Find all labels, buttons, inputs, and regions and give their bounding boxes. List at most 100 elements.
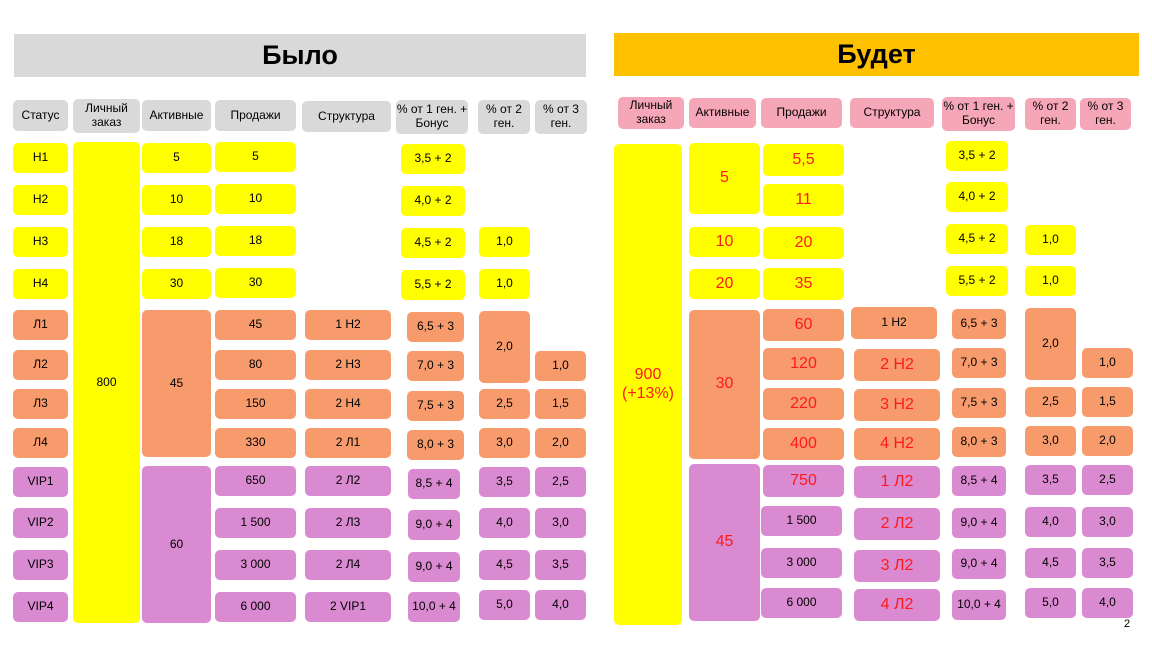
right-header-gen2: % от 2 ген. [1025, 98, 1076, 130]
left-gen1-h4: 5,5 + 2 [401, 270, 465, 300]
left-gen3-vip2: 3,0 [535, 508, 586, 538]
left-structure-l2: 2 Н3 [305, 350, 391, 380]
left-header-gen3: % от 3 ген. [535, 100, 587, 134]
right-gen1-l4: 8,0 + 3 [952, 427, 1006, 457]
right-gen1-vip4: 10,0 + 4 [952, 590, 1006, 620]
right-personal-order-percent: (+13%) [621, 384, 675, 402]
left-gen1-vip3: 9,0 + 4 [408, 552, 460, 582]
left-status-l2: Л2 [13, 350, 68, 380]
right-gen3-l4: 2,0 [1082, 426, 1133, 456]
left-active-h4: 30 [142, 269, 211, 299]
left-gen3-l3: 1,5 [535, 389, 586, 419]
right-gen2-vip1: 3,5 [1025, 465, 1076, 495]
right-gen1-h1: 3,5 + 2 [946, 141, 1008, 171]
right-gen3-vip1: 2,5 [1082, 465, 1133, 495]
right-sales-vip4: 6 000 [761, 588, 842, 618]
left-structure-vip3: 2 Л4 [305, 550, 391, 580]
left-gen2-l1-l2: 2,0 [479, 311, 530, 383]
left-sales-h3: 18 [215, 226, 296, 256]
right-gen2-vip2: 4,0 [1025, 507, 1076, 537]
left-status-vip3: VIP3 [13, 550, 68, 580]
title-before: Было [262, 40, 338, 70]
left-sales-l2: 80 [215, 350, 296, 380]
left-gen1-l1: 6,5 + 3 [407, 312, 464, 342]
left-structure-l4: 2 Л1 [305, 428, 391, 458]
left-structure-l1: 1 Н2 [305, 310, 391, 340]
right-gen1-l1: 6,5 + 3 [952, 309, 1006, 339]
right-header-gen1: % от 1 ген. + Бонус [942, 97, 1015, 131]
left-gen1-l2: 7,0 + 3 [407, 351, 464, 381]
left-gen2-vip3: 4,5 [479, 550, 530, 580]
left-sales-vip2: 1 500 [215, 508, 296, 538]
right-structure-l4: 4 Н2 [854, 428, 940, 460]
left-sales-h2: 10 [215, 184, 296, 214]
left-header-active: Активные [142, 100, 211, 131]
left-status-h3: Н3 [13, 227, 68, 257]
left-gen2-l3: 2,5 [479, 389, 530, 419]
left-active-h3: 18 [142, 227, 211, 257]
left-sales-h1: 5 [215, 142, 296, 172]
right-active-h4: 20 [689, 269, 760, 299]
page-number: 2 [1124, 618, 1131, 630]
right-personal-order-value: 900 [634, 366, 662, 384]
right-gen1-h3: 4,5 + 2 [946, 224, 1008, 254]
left-sales-l3: 150 [215, 389, 296, 419]
right-structure-vip2: 2 Л2 [854, 508, 940, 540]
left-header-structure: Структура [302, 101, 391, 132]
right-structure-l1: 1 Н2 [851, 307, 937, 339]
left-active-h2: 10 [142, 185, 211, 215]
right-gen2-h4: 1,0 [1025, 266, 1076, 296]
right-structure-vip3: 3 Л2 [854, 550, 940, 582]
left-gen1-h1: 3,5 + 2 [401, 144, 465, 174]
right-sales-l4: 400 [763, 428, 844, 460]
left-structure-vip1: 2 Л2 [305, 466, 391, 496]
left-gen3-vip1: 2,5 [535, 467, 586, 497]
right-gen2-l4: 3,0 [1025, 426, 1076, 456]
left-header-personal-order: Личный заказ [73, 99, 140, 133]
right-gen1-h2: 4,0 + 2 [946, 182, 1008, 212]
right-gen3-l2: 1,0 [1082, 348, 1133, 378]
right-gen3-vip2: 3,0 [1082, 507, 1133, 537]
left-status-l1: Л1 [13, 310, 68, 340]
left-gen2-vip2: 4,0 [479, 508, 530, 538]
left-sales-vip3: 3 000 [215, 550, 296, 580]
left-gen1-vip4: 10,0 + 4 [408, 592, 460, 622]
title-before-banner: Было [14, 34, 586, 77]
right-sales-l1: 60 [763, 309, 844, 341]
right-gen1-vip3: 9,0 + 4 [952, 549, 1006, 579]
left-gen2-vip4: 5,0 [479, 590, 530, 620]
right-active-h3: 10 [689, 227, 760, 257]
left-active-h1: 5 [142, 143, 211, 173]
right-sales-h1: 5,5 [763, 144, 844, 176]
left-gen1-h2: 4,0 + 2 [401, 186, 465, 216]
left-sales-l4: 330 [215, 428, 296, 458]
right-sales-vip2: 1 500 [761, 506, 842, 536]
left-gen1-h3: 4,5 + 2 [401, 228, 465, 258]
left-header-sales: Продажи [215, 100, 296, 131]
left-status-vip2: VIP2 [13, 508, 68, 538]
left-gen2-h4: 1,0 [479, 269, 530, 299]
left-status-l4: Л4 [13, 428, 68, 458]
left-gen3-vip4: 4,0 [535, 590, 586, 620]
right-sales-vip1: 750 [763, 465, 844, 497]
left-sales-l1: 45 [215, 310, 296, 340]
right-sales-l3: 220 [763, 388, 844, 420]
left-gen3-vip3: 3,5 [535, 550, 586, 580]
left-header-status: Статус [13, 100, 68, 131]
right-active-leaders: 30 [689, 310, 760, 459]
right-personal-order: 900 (+13%) [614, 144, 682, 625]
left-sales-vip1: 650 [215, 466, 296, 496]
right-header-sales: Продажи [761, 98, 842, 128]
left-status-h2: Н2 [13, 185, 68, 215]
left-structure-vip4: 2 VIP1 [305, 592, 391, 622]
right-gen3-vip3: 3,5 [1082, 548, 1133, 578]
right-header-gen3: % от 3 ген. [1080, 98, 1131, 130]
left-header-gen1: % от 1 ген. + Бонус [396, 100, 468, 134]
right-gen2-vip4: 5,0 [1025, 588, 1076, 618]
right-gen3-vip4: 4,0 [1082, 588, 1133, 618]
right-gen1-vip1: 8,5 + 4 [952, 466, 1006, 496]
right-structure-vip4: 4 Л2 [854, 589, 940, 621]
right-sales-h2: 11 [763, 184, 844, 216]
title-after: Будет [837, 39, 916, 69]
right-gen3-l3: 1,5 [1082, 387, 1133, 417]
